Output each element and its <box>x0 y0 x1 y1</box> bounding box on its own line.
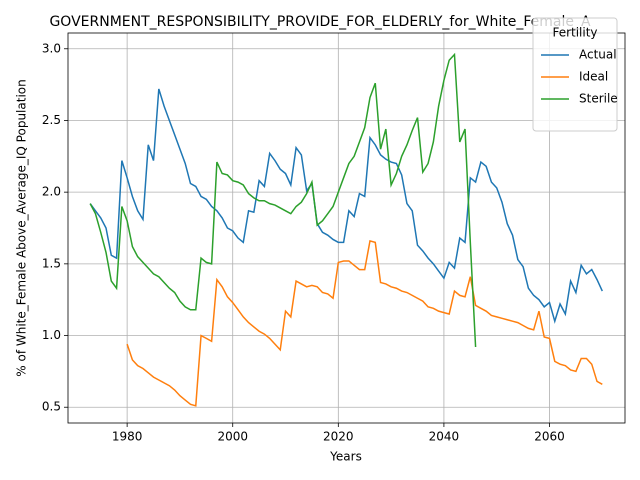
y-axis-label: % of White_Female Above_Average_IQ Popul… <box>15 79 29 376</box>
y-tick-label: 1.0 <box>42 328 61 342</box>
chart-title: GOVERNMENT_RESPONSIBILITY_PROVIDE_FOR_EL… <box>49 14 591 30</box>
y-tick-label: 2.0 <box>42 185 61 199</box>
plot-frame <box>67 32 626 424</box>
x-axis-label: Years <box>329 450 362 464</box>
x-tick-label: 2020 <box>323 430 354 444</box>
line-series <box>89 52 477 348</box>
y-tick-label: 3.0 <box>42 41 61 55</box>
legend-label: Actual <box>579 48 617 62</box>
x-tick-label: 2040 <box>429 430 460 444</box>
y-tick-label: 1.5 <box>42 256 61 270</box>
y-tick-label: 0.5 <box>42 400 61 414</box>
y-tick-label: 2.5 <box>42 113 61 127</box>
legend-title: Fertility <box>552 26 597 40</box>
legend-box <box>532 17 618 132</box>
line-series <box>126 239 603 407</box>
legend-label: Sterile <box>579 92 618 106</box>
line-series <box>89 88 603 324</box>
x-tick-label: 2000 <box>217 430 248 444</box>
legend-label: Ideal <box>579 70 608 84</box>
x-tick-label: 1980 <box>112 430 143 444</box>
x-tick-label: 2060 <box>534 430 565 444</box>
